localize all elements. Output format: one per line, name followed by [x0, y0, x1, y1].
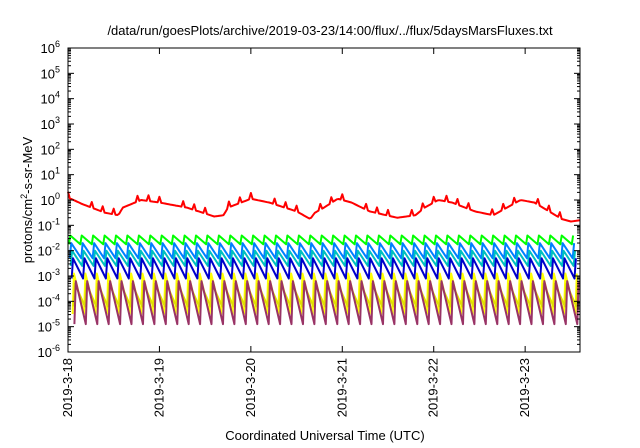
svg-text:protons/cm2-s-sr-MeV: protons/cm2-s-sr-MeV — [19, 136, 35, 263]
y-tick-label: 102 — [41, 140, 60, 157]
series-line-7 — [73, 280, 580, 326]
series-line-4 — [70, 257, 577, 280]
x-tick-label: 2019-3-23 — [517, 358, 532, 417]
y-tick-base: 10 — [41, 168, 55, 183]
y-tick-label: 10-2 — [38, 242, 60, 259]
y-tick-label: 10-3 — [38, 267, 60, 284]
series-line-1 — [67, 234, 575, 246]
y-tick-exponent: 5 — [55, 64, 60, 74]
y-tick-base: 10 — [38, 345, 52, 360]
y-tick-base: 10 — [38, 218, 52, 233]
y-tick-exponent: -5 — [52, 318, 60, 328]
series-line-2 — [68, 242, 576, 260]
y-axis-label-superscript: 2 — [19, 194, 29, 199]
x-tick-label: 2019-3-22 — [426, 358, 441, 417]
y-tick-label: 10-6 — [38, 343, 60, 360]
y-tick-exponent: 3 — [55, 115, 60, 125]
y-tick-exponent: 2 — [55, 140, 60, 150]
y-tick-label: 106 — [41, 39, 60, 56]
y-tick-base: 10 — [41, 117, 55, 132]
y-tick-base: 10 — [41, 92, 55, 107]
y-tick-label: 103 — [41, 115, 60, 132]
x-tick-label: 2019-3-21 — [334, 358, 349, 417]
y-tick-base: 10 — [41, 193, 55, 208]
y-axis-label-suffix: -s-sr-MeV — [20, 136, 35, 193]
y-tick-exponent: 6 — [55, 39, 60, 49]
y-tick-base: 10 — [41, 66, 55, 81]
y-tick-base: 10 — [41, 142, 55, 157]
y-axis-label-prefix: protons/cm — [20, 199, 35, 263]
y-tick-exponent: -4 — [52, 292, 60, 302]
y-tick-exponent: -2 — [52, 242, 60, 252]
y-tick-exponent: 4 — [55, 90, 60, 100]
y-tick-exponent: -3 — [52, 267, 60, 277]
series-line-3 — [69, 249, 576, 267]
x-tick-label: 2019-3-18 — [60, 358, 75, 417]
y-tick-base: 10 — [38, 244, 52, 259]
x-axis-label: Coordinated Universal Time (UTC) — [225, 428, 424, 443]
y-tick-label: 105 — [41, 64, 60, 81]
y-tick-label: 101 — [41, 166, 60, 183]
y-tick-base: 10 — [41, 41, 55, 56]
y-tick-exponent: -1 — [52, 216, 60, 226]
y-tick-base: 10 — [38, 269, 52, 284]
y-axis-label: protons/cm2-s-sr-MeV — [19, 136, 35, 263]
y-tick-label: 10-5 — [38, 318, 60, 335]
y-tick-label: 10-4 — [38, 292, 60, 309]
x-axis: 2019-3-18 2019-3-19 2019-3-20 2019-3-21 2019… — [60, 48, 532, 417]
x-tick-label: 2019-3-20 — [243, 358, 258, 417]
series-line-0 — [67, 191, 581, 223]
y-tick-exponent: -6 — [52, 343, 60, 353]
y-tick-base: 10 — [38, 320, 52, 335]
series-layer — [67, 191, 581, 326]
plot-area: 10610510410310210110010-110-210-310-410-… — [38, 39, 581, 417]
y-tick-exponent: 0 — [55, 191, 60, 201]
y-tick-label: 100 — [41, 191, 60, 208]
y-tick-label: 10-1 — [38, 216, 60, 233]
y-tick-exponent: 1 — [55, 166, 60, 176]
x-tick-label: 2019-3-19 — [151, 358, 166, 417]
y-tick-label: 104 — [41, 90, 60, 107]
y-tick-base: 10 — [38, 294, 52, 309]
y-axis: 10610510410310210110010-110-210-310-410-… — [38, 39, 580, 360]
chart-title: /data/run/goesPlots/archive/2019-03-23/1… — [107, 23, 553, 38]
